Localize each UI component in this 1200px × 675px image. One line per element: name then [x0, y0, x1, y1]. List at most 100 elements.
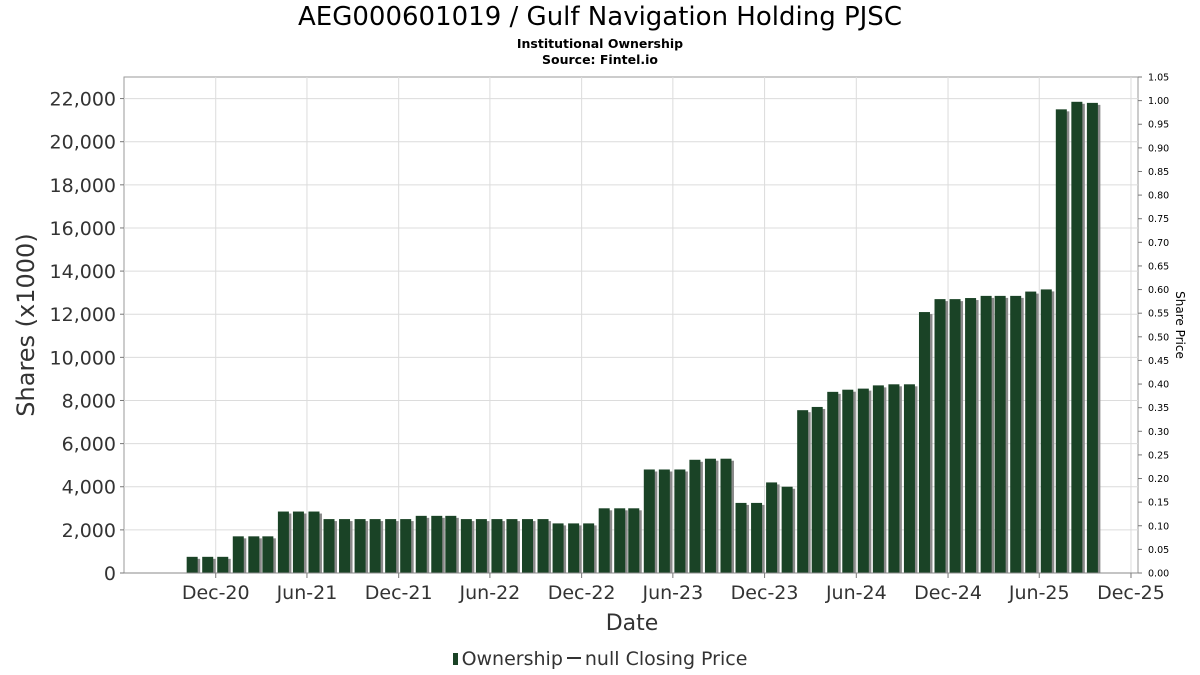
ownership-bar	[323, 519, 335, 573]
ownership-bar	[308, 511, 320, 573]
ownership-bar	[1025, 291, 1037, 573]
ownership-bar	[445, 515, 457, 573]
ownership-bar	[628, 508, 640, 573]
ownership-bar	[598, 508, 610, 573]
ownership-bar	[262, 536, 274, 573]
y-tick-label: 16,000	[50, 218, 116, 240]
ownership-bar	[872, 385, 884, 573]
y-tick-label: 4,000	[62, 477, 116, 499]
ownership-bar	[980, 295, 992, 573]
y2-tick-label: 0.30	[1148, 427, 1169, 438]
ownership-bar	[339, 519, 351, 573]
y-axis-label: Shares (x1000)	[12, 233, 40, 416]
ownership-bar	[400, 519, 412, 573]
y2-tick-label: 0.95	[1148, 120, 1169, 131]
y2-tick-label: 0.35	[1148, 403, 1169, 414]
ownership-bar	[918, 312, 930, 573]
y-tick-label: 2,000	[62, 520, 116, 542]
ownership-bar	[934, 299, 946, 573]
ownership-bar	[217, 556, 229, 573]
y2-tick-label: 0.15	[1148, 498, 1169, 509]
legend: Ownership null Closing Price	[0, 648, 1200, 670]
y-axis-ticks: 0 2,000 4,000 6,000 8,000 10,000 12,000 14,000 1…	[50, 89, 116, 585]
ownership-bar	[903, 384, 915, 573]
ownership-bar	[292, 511, 304, 573]
x-tick-label: Jun-22	[459, 582, 521, 604]
ownership-bar	[385, 519, 397, 573]
y-tick-label: 8,000	[62, 390, 116, 412]
legend-ownership-swatch	[452, 653, 458, 665]
y-tick-label: 6,000	[62, 434, 116, 456]
x-tick-label: Jun-24	[825, 582, 887, 604]
ownership-bar	[965, 298, 977, 573]
y-tick-label: 20,000	[50, 132, 116, 154]
ownership-bar	[354, 519, 366, 573]
x-axis-label: Date	[606, 611, 659, 636]
y2-tick-label: 1.05	[1148, 73, 1169, 84]
y2-tick-label: 0.45	[1148, 356, 1169, 367]
y2-tick-label: 0.60	[1148, 285, 1169, 296]
x-tick-label: Dec-23	[731, 582, 799, 604]
x-tick-label: Jun-21	[276, 582, 338, 604]
ownership-bar	[888, 384, 900, 573]
legend-price-swatch	[566, 657, 581, 659]
ownership-bar	[568, 523, 580, 573]
ownership-bar	[415, 515, 427, 573]
x-tick-label: Dec-25	[1097, 582, 1165, 604]
ownership-bar	[369, 519, 381, 573]
ownership-bar	[583, 523, 595, 573]
x-tick-label: Dec-24	[914, 582, 982, 604]
y2-tick-label: 0.85	[1148, 167, 1169, 178]
y2-tick-label: 0.10	[1148, 521, 1169, 532]
ownership-bar	[431, 515, 443, 573]
ownership-bar	[537, 519, 549, 573]
y2-tick-label: 0.05	[1148, 545, 1169, 556]
y2-tick-label: 0.75	[1148, 214, 1169, 225]
y2-tick-label: 0.90	[1148, 143, 1169, 154]
ownership-bar	[704, 458, 716, 573]
ownership-bar	[751, 502, 763, 573]
ownership-bar	[1086, 102, 1098, 573]
ownership-bar	[1071, 101, 1083, 574]
ownership-bar	[842, 389, 854, 573]
ownership-bar	[186, 556, 198, 573]
chart-title: AEG000601019 / Gulf Navigation Holding P…	[298, 2, 902, 32]
y2-tick-label: 0.70	[1148, 238, 1169, 249]
bars	[186, 101, 1101, 574]
ownership-bar	[766, 482, 778, 573]
y2-axis-ticks: 0.00 0.05 0.10 0.15 0.20 0.25 0.30 0.35 0.40 0.45…	[1148, 73, 1169, 580]
chart-source: Source: Fintel.io	[542, 52, 658, 67]
ownership-bar	[521, 519, 533, 573]
legend-price-label: null Closing Price	[584, 648, 748, 670]
y2-axis-label: Share Price	[1173, 291, 1187, 359]
x-axis-ticks: Dec-20 Jun-21 Dec-21 Jun-22 Dec-22 Jun-23 Dec-…	[182, 582, 1165, 604]
y2-tick-label: 0.55	[1148, 309, 1169, 320]
y-tick-label: 14,000	[50, 261, 116, 283]
ownership-bar	[1010, 295, 1022, 573]
ownership-bar	[552, 523, 564, 573]
y2-tick-label: 0.65	[1148, 261, 1169, 272]
y-tick-label: 0	[104, 563, 116, 585]
legend-ownership-label: Ownership	[461, 648, 563, 670]
x-tick-label: Jun-25	[1008, 582, 1070, 604]
ownership-bar	[827, 391, 839, 573]
ownership-bar	[491, 519, 503, 573]
ownership-bar	[202, 556, 214, 573]
x-tick-label: Jun-23	[641, 582, 703, 604]
y-tick-label: 18,000	[50, 175, 116, 197]
ownership-bar	[720, 458, 732, 573]
ownership-bar	[1040, 289, 1052, 573]
ownership-bar	[797, 410, 809, 573]
ownership-bar	[232, 536, 244, 573]
ownership-bar	[949, 299, 961, 573]
ownership-bar	[460, 519, 472, 573]
x-tick-label: Dec-22	[548, 582, 616, 604]
ownership-bar	[811, 406, 823, 573]
ownership-bar	[994, 295, 1006, 573]
chart-subtitle: Institutional Ownership	[516, 36, 684, 51]
ownership-bar	[506, 519, 518, 573]
ownership-bar	[614, 508, 626, 573]
y-tick-label: 12,000	[50, 304, 116, 326]
axes	[120, 76, 1142, 578]
ownership-bar	[674, 469, 686, 573]
